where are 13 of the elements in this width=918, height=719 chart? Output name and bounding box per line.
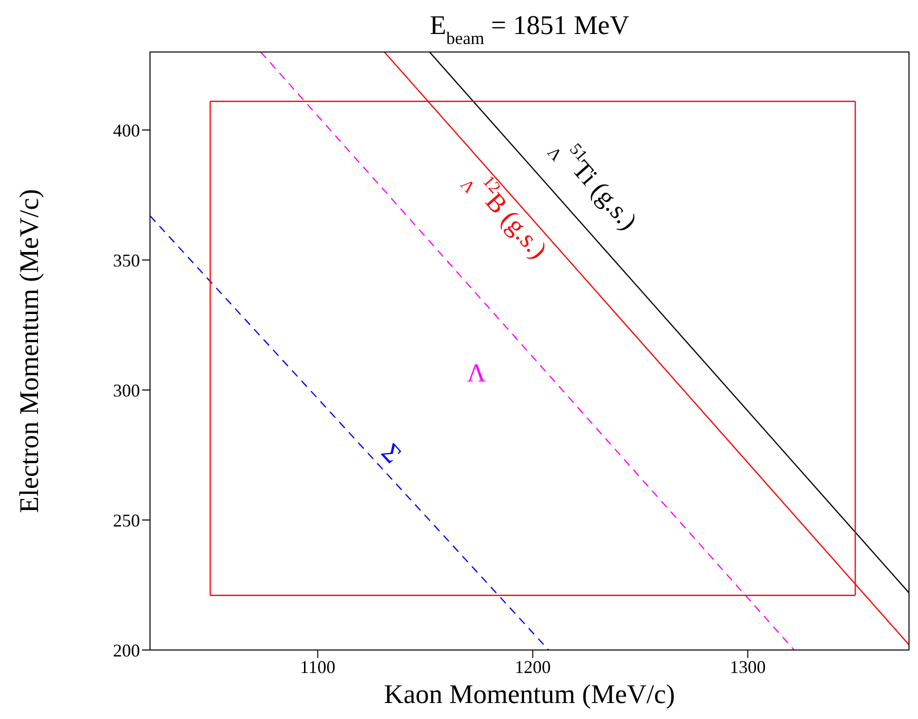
series-label: Λ — [467, 358, 486, 388]
text: Σ — [376, 438, 408, 469]
y-tick-label: 200 — [113, 640, 140, 660]
y-tick-label: 250 — [113, 510, 140, 530]
x-tick-label: 1200 — [514, 656, 551, 677]
x-axis-title: Kaon Momentum (MeV/c) — [384, 679, 675, 709]
y-tick-label: 400 — [113, 120, 140, 140]
y-tick-label: 350 — [113, 250, 140, 270]
y-axis-title: Electron Momentum (MeV/c) — [14, 189, 44, 513]
x-tick-label: 1300 — [730, 656, 766, 677]
chart-title: E$_{beam}$ = 1851 MeV — [430, 10, 630, 48]
x-tick-label: 1100 — [300, 656, 336, 677]
y-tick-label: 300 — [113, 380, 140, 400]
